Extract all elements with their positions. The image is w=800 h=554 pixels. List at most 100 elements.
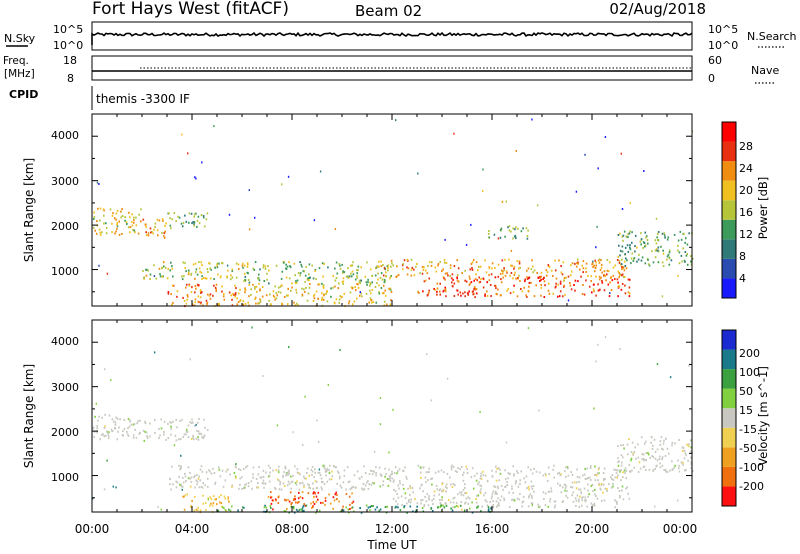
data-point [305, 477, 307, 480]
data-point [290, 475, 292, 478]
data-point [479, 477, 482, 480]
data-point [158, 219, 161, 222]
data-point [564, 470, 566, 473]
data-point [343, 474, 346, 477]
data-point [570, 486, 572, 488]
data-point [396, 275, 398, 278]
data-point [187, 424, 190, 427]
data-point [331, 470, 333, 473]
data-point [190, 438, 193, 441]
data-point [681, 446, 684, 449]
data-point [252, 466, 255, 469]
data-point [98, 228, 101, 231]
beam-title: Beam 02 [355, 2, 422, 20]
data-point [514, 482, 517, 485]
data-point [532, 265, 534, 268]
data-point [428, 495, 430, 498]
data-point [313, 491, 315, 494]
data-point [662, 265, 665, 268]
data-point [408, 499, 410, 501]
data-point [196, 483, 198, 486]
data-point [321, 262, 324, 265]
data-point [666, 255, 669, 258]
data-point [159, 273, 161, 276]
data-point [172, 284, 174, 287]
data-point [360, 511, 363, 514]
data-point [280, 488, 283, 491]
power-ytick-1000: 1000 [51, 265, 79, 278]
data-point [311, 465, 314, 468]
data-point [235, 463, 237, 466]
data-point [449, 476, 451, 479]
data-point [581, 504, 583, 507]
data-point [257, 486, 259, 489]
data-point [512, 498, 515, 501]
data-point [668, 263, 671, 266]
data-point [306, 299, 309, 302]
data-point [665, 437, 667, 440]
data-point [423, 280, 426, 283]
data-point [324, 497, 327, 500]
data-point [122, 430, 124, 433]
data-point [443, 261, 446, 264]
data-point [419, 487, 421, 490]
data-point [547, 289, 550, 292]
data-point [459, 468, 461, 470]
data-point [354, 286, 356, 289]
data-point [647, 242, 649, 245]
data-point [630, 257, 633, 260]
data-point [290, 503, 292, 506]
data-point [393, 472, 396, 474]
data-point [521, 501, 524, 504]
data-point [563, 284, 566, 287]
data-point [296, 471, 299, 474]
data-point [291, 282, 293, 285]
data-point [312, 487, 314, 490]
data-point [342, 282, 344, 285]
data-point [619, 249, 622, 252]
data-point [425, 471, 428, 474]
data-point [571, 481, 574, 484]
data-point [441, 499, 443, 501]
data-point [629, 470, 632, 473]
data-point [436, 287, 439, 290]
freq-panel: Freq. [MHz] 18 8 60 0 Nave [3, 54, 779, 85]
data-point [360, 292, 362, 295]
data-point [121, 232, 123, 235]
data-point [335, 277, 338, 279]
data-point [413, 268, 415, 271]
data-point [579, 268, 581, 271]
data-point [121, 215, 124, 217]
data-point [565, 475, 567, 478]
data-point [304, 280, 306, 283]
data-point [286, 303, 289, 306]
data-point [662, 448, 664, 451]
data-point [495, 470, 497, 473]
data-point [350, 275, 353, 278]
data-point [181, 133, 183, 136]
data-point [210, 472, 213, 475]
data-point [592, 266, 594, 269]
data-point [196, 429, 198, 432]
data-point [677, 459, 679, 462]
data-point [377, 260, 380, 263]
data-point [536, 204, 539, 207]
data-point [397, 506, 399, 509]
data-point [242, 266, 244, 269]
data-point [254, 261, 257, 263]
data-point [198, 222, 201, 225]
data-point [407, 487, 409, 490]
data-point [648, 264, 651, 267]
data-point [387, 264, 390, 267]
data-point [490, 273, 493, 276]
data-point [628, 497, 631, 500]
data-point [234, 292, 237, 295]
data-point [153, 419, 156, 422]
data-point [347, 508, 349, 511]
data-point [222, 485, 225, 488]
data-point [431, 510, 434, 512]
data-point [554, 269, 557, 272]
data-point [619, 273, 622, 276]
data-point [102, 208, 105, 211]
